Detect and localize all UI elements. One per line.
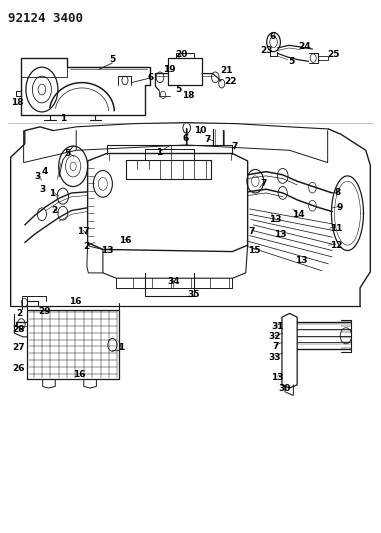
Text: 33: 33 (269, 353, 281, 361)
Text: 1: 1 (118, 343, 124, 352)
Text: 28: 28 (12, 325, 24, 334)
Text: 7: 7 (205, 135, 211, 144)
Text: 18: 18 (11, 98, 23, 107)
Text: 1: 1 (50, 189, 56, 198)
Text: 8: 8 (334, 189, 340, 197)
Text: 35: 35 (187, 290, 200, 298)
Text: 29: 29 (38, 308, 51, 316)
Text: 7: 7 (272, 342, 278, 351)
Text: 1: 1 (60, 115, 66, 123)
Text: 5: 5 (175, 85, 181, 93)
Text: 5: 5 (288, 57, 295, 66)
Text: 30: 30 (279, 384, 291, 392)
Text: 21: 21 (221, 67, 233, 75)
Text: 3: 3 (34, 173, 40, 181)
Text: 6: 6 (269, 32, 275, 41)
Text: 7: 7 (231, 142, 237, 151)
Text: 13: 13 (271, 373, 283, 382)
Text: 7: 7 (248, 228, 255, 236)
Text: 34: 34 (167, 277, 180, 286)
Text: 7: 7 (261, 180, 267, 188)
Text: 6: 6 (183, 134, 189, 143)
Text: 18: 18 (182, 92, 194, 100)
Text: 11: 11 (330, 224, 342, 232)
Text: 24: 24 (298, 43, 311, 51)
Text: 5: 5 (109, 55, 115, 64)
Text: 10: 10 (194, 126, 206, 135)
Text: 16: 16 (73, 370, 85, 378)
Text: 13: 13 (269, 215, 281, 224)
Text: 16: 16 (119, 237, 131, 245)
Text: 2: 2 (51, 206, 57, 215)
Text: 3: 3 (40, 185, 46, 193)
Text: 5: 5 (65, 149, 71, 158)
Text: 26: 26 (12, 365, 24, 373)
Text: 13: 13 (101, 246, 114, 255)
Text: 23: 23 (261, 46, 273, 55)
Text: 6: 6 (147, 73, 154, 82)
Text: 13: 13 (296, 256, 308, 264)
Text: 15: 15 (248, 246, 261, 255)
Text: 27: 27 (12, 343, 25, 352)
Text: 17: 17 (77, 228, 90, 236)
Text: 2: 2 (84, 242, 90, 251)
Text: 13: 13 (274, 230, 286, 239)
Text: 32: 32 (269, 333, 281, 341)
Text: 16: 16 (69, 297, 82, 305)
Text: 92124 3400: 92124 3400 (8, 12, 83, 25)
Text: 1: 1 (156, 149, 162, 157)
Text: 2: 2 (17, 309, 23, 318)
Text: 20: 20 (175, 50, 187, 59)
Text: 9: 9 (337, 204, 343, 212)
Text: 25: 25 (327, 51, 339, 59)
Text: 12: 12 (330, 241, 342, 249)
Text: 19: 19 (163, 65, 176, 74)
Text: 14: 14 (291, 210, 304, 219)
Text: 31: 31 (271, 322, 283, 330)
Text: 22: 22 (224, 77, 237, 85)
Text: 4: 4 (42, 167, 48, 176)
